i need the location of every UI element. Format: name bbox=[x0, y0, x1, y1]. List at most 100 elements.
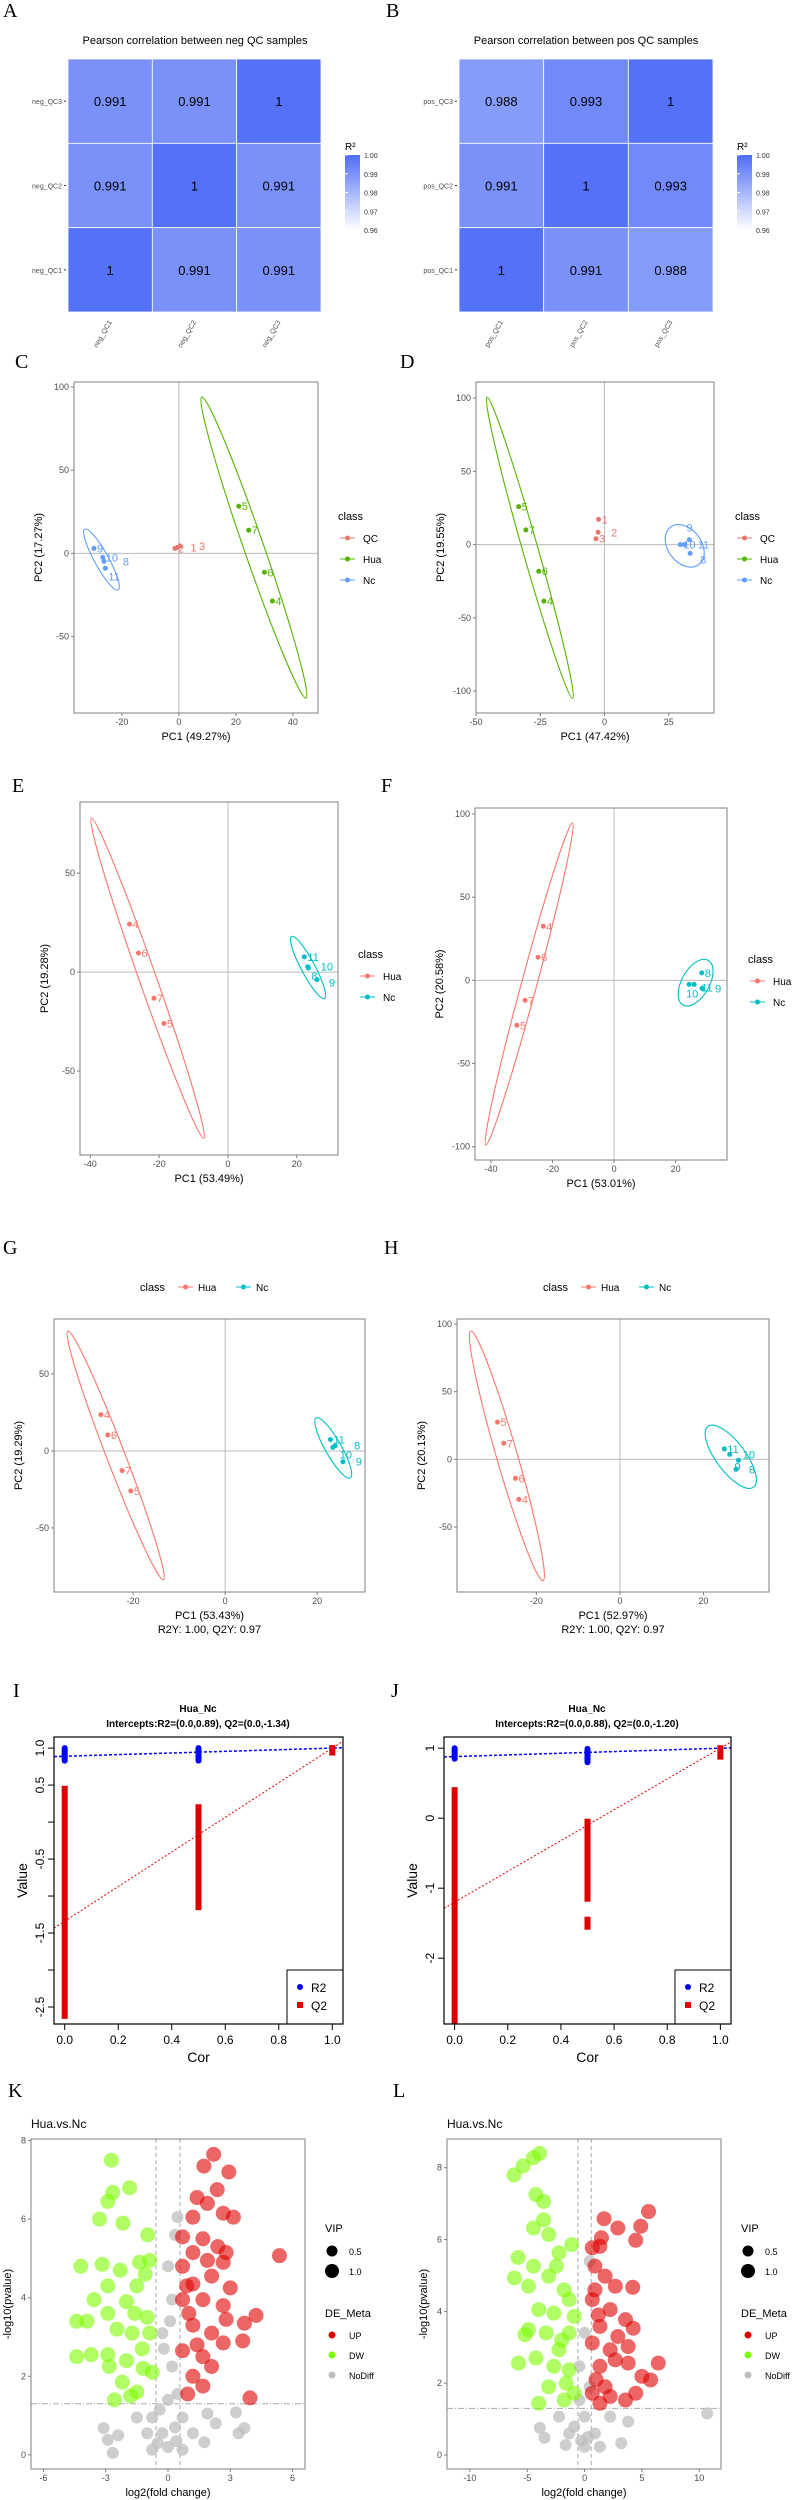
volcano-point-dw bbox=[546, 2305, 562, 2321]
volcano-point-nodiff bbox=[563, 2427, 576, 2440]
y-tick-label: 100 bbox=[456, 393, 471, 403]
x-tick-label: 1.0 bbox=[712, 2033, 729, 2047]
chart-title: Hua_Nc bbox=[568, 1704, 606, 1715]
x-tick-label: 0 bbox=[582, 2473, 587, 2483]
heatmap-value: 0.993 bbox=[570, 94, 603, 109]
heatmap-value: 0.991 bbox=[263, 263, 296, 278]
colorbar-tick-label: 0.97 bbox=[756, 209, 770, 216]
sample-label: 1 bbox=[602, 514, 608, 526]
volcano-point-up bbox=[204, 2358, 220, 2374]
x-tick-label: 0 bbox=[165, 2473, 170, 2483]
y-tick-label: pos_QC2 bbox=[423, 184, 453, 191]
y-tick-label: 1 bbox=[423, 1745, 437, 1752]
volcano-point-nodiff bbox=[622, 2415, 635, 2428]
legend-key-dot bbox=[345, 535, 350, 541]
volcano-point-nodiff bbox=[170, 2435, 183, 2448]
legend-color-key bbox=[744, 2351, 752, 2359]
colorbar-title: R² bbox=[345, 142, 356, 153]
panel-label: L bbox=[393, 2080, 405, 2102]
volcano-point-nodiff bbox=[593, 2440, 606, 2453]
y-tick-label: 50 bbox=[59, 465, 69, 475]
heatmap-value: 0.991 bbox=[485, 179, 518, 194]
volcano-point-dw bbox=[558, 2375, 574, 2391]
legend-color-key bbox=[744, 2371, 752, 2379]
volcano-point-dw bbox=[106, 2392, 122, 2408]
heatmap-cell bbox=[151, 142, 238, 229]
volcano-point-dw bbox=[101, 2358, 117, 2374]
y-tick-label: 0 bbox=[44, 1446, 49, 1456]
x-axis-title: PC1 (47.42%) bbox=[560, 731, 629, 743]
plot-area bbox=[457, 1319, 769, 1592]
volcano-point-nodiff bbox=[156, 2327, 169, 2340]
volcano-point-nodiff bbox=[171, 2387, 184, 2400]
x-tick-label: 0.0 bbox=[446, 2033, 463, 2047]
y-tick-label: 50 bbox=[461, 466, 471, 476]
sample-label: 5 bbox=[167, 1019, 173, 1031]
colorbar-tick-label: 0.96 bbox=[364, 228, 378, 235]
volcano-point-up bbox=[271, 2248, 287, 2264]
r2-points bbox=[195, 1745, 202, 1764]
sample-label: 11 bbox=[698, 540, 709, 552]
sample-point-nc bbox=[699, 970, 705, 976]
volcano-point-up bbox=[185, 2245, 201, 2261]
volcano-point-dw bbox=[135, 2360, 151, 2376]
x-tick-label: 0 bbox=[176, 717, 181, 727]
y-tick-label: pos_QC3 bbox=[423, 99, 453, 106]
y-axis-title: PC2 (20.13%) bbox=[416, 1421, 428, 1490]
x-tick-label: pos_QC1 bbox=[484, 319, 505, 348]
colorbar bbox=[345, 155, 360, 230]
legend-item-label: Nc bbox=[383, 993, 395, 1004]
volcano-point-dw bbox=[525, 2220, 541, 2236]
sample-label: 7 bbox=[507, 1438, 513, 1450]
heatmap-value: 1 bbox=[582, 179, 589, 194]
heatmap-cell bbox=[543, 227, 629, 313]
legend-title-de: DE_Meta bbox=[325, 2308, 372, 2320]
volcano-point-up bbox=[628, 2232, 644, 2248]
sample-point-nc bbox=[301, 954, 307, 960]
sample-point-hua bbox=[269, 598, 275, 604]
volcano-point-up bbox=[625, 2279, 641, 2295]
volcano-point-dw bbox=[137, 2266, 153, 2282]
sample-label: 2 bbox=[611, 527, 617, 539]
sample-label: 6 bbox=[518, 1473, 524, 1485]
colorbar-tick-label: 0.99 bbox=[756, 172, 770, 179]
panel-k: K -6 -3 0 3 6 0 2 4 6 8 log2(fold change) -log10(pva… bbox=[2, 2080, 374, 2499]
sample-label: 9 bbox=[735, 1461, 741, 1473]
volcano-point-up bbox=[610, 2220, 626, 2236]
volcano-point-nodiff bbox=[97, 2422, 110, 2435]
plot-area bbox=[74, 382, 318, 713]
x-tick-label: 1.0 bbox=[324, 2033, 341, 2047]
x-tick-label: pos_QC2 bbox=[569, 319, 590, 348]
chart-title: Hua.vs.Nc bbox=[447, 2117, 502, 2131]
plot-area bbox=[31, 2139, 305, 2469]
sample-label: 11 bbox=[701, 982, 712, 994]
sample-point-nc bbox=[102, 565, 108, 571]
volcano-point-dw bbox=[538, 2325, 554, 2341]
legend-item-label: QC bbox=[363, 534, 378, 545]
volcano-point-nodiff bbox=[229, 2406, 242, 2419]
legend-item-label: QC bbox=[760, 534, 775, 545]
volcano-point-up bbox=[175, 2258, 191, 2274]
sample-point-hua bbox=[236, 503, 242, 509]
r2-points bbox=[61, 1745, 68, 1764]
legend-key-dot bbox=[241, 1284, 246, 1290]
sample-point-nc bbox=[677, 542, 683, 548]
sample-point-hua bbox=[105, 1432, 111, 1438]
sample-label: 10 bbox=[321, 962, 333, 974]
legend-title-vip: VIP bbox=[325, 2223, 343, 2235]
volcano-point-up bbox=[195, 2292, 211, 2308]
y-tick-label: 0 bbox=[447, 1454, 452, 1464]
y-axis-title: PC2 (17.27%) bbox=[33, 513, 45, 582]
heatmap-cell bbox=[627, 227, 714, 313]
y-tick-label: 100 bbox=[54, 382, 69, 392]
volcano-point-dw bbox=[122, 2180, 138, 2196]
volcano-point-dw bbox=[517, 2327, 533, 2343]
heatmap-cell bbox=[458, 227, 545, 313]
heatmap-value: 1 bbox=[498, 263, 505, 278]
legend-title: class bbox=[338, 511, 364, 523]
colorbar-tick-label: 1.00 bbox=[756, 153, 770, 160]
legend-color-key bbox=[744, 2331, 752, 2339]
sample-point-nc bbox=[100, 554, 106, 560]
volcano-point-up bbox=[175, 2292, 191, 2308]
legend-item-label: DW bbox=[349, 2351, 364, 2361]
